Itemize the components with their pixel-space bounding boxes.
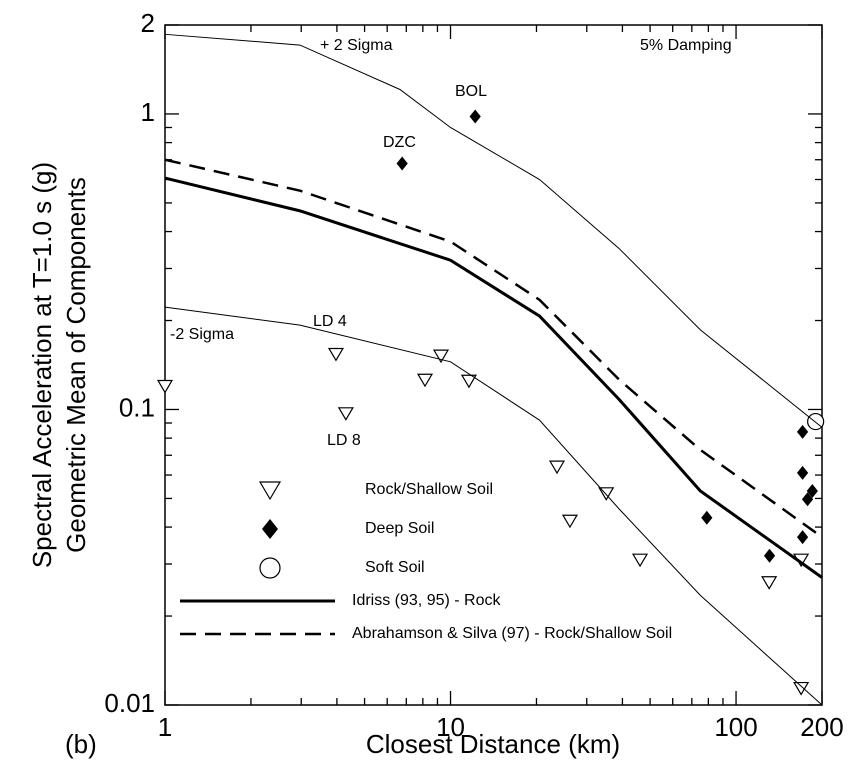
diamond-marker <box>701 510 713 525</box>
diamond-marker <box>396 156 408 171</box>
triangle-marker <box>337 407 354 421</box>
diamond-marker <box>262 519 278 539</box>
legend-label: Abrahamson & Silva (97) - Rock/Shallow S… <box>352 625 672 642</box>
annotation: DZC <box>383 134 416 151</box>
curve <box>164 306 823 706</box>
diamond-marker <box>796 465 809 480</box>
triangle-marker <box>416 373 434 388</box>
y-tick-label: 0.01 <box>104 688 155 718</box>
x-tick-label: 200 <box>800 712 843 742</box>
triangle-marker <box>156 379 174 394</box>
triangle-marker <box>793 681 810 696</box>
curve <box>164 176 823 579</box>
triangle-marker <box>460 374 477 389</box>
y-axis-label: Spectral Acceleration at T=1.0 s (g) <box>27 162 57 568</box>
annotation: 5% Damping <box>640 37 732 54</box>
curve <box>164 158 823 539</box>
diamond-marker <box>469 109 481 124</box>
triangle-marker <box>631 553 649 568</box>
plot-frame <box>164 24 823 706</box>
x-tick-label: 1 <box>158 712 172 742</box>
diamond-marker <box>796 530 809 545</box>
x-axis-label: Closest Distance (km) <box>366 729 620 759</box>
y-tick-label: 1 <box>141 97 155 127</box>
legend-label: Rock/Shallow Soil <box>365 481 493 498</box>
annotation: BOL <box>455 83 487 100</box>
annotation: LD 4 <box>313 313 347 330</box>
curve <box>164 33 823 428</box>
triangle-marker <box>327 347 345 362</box>
y-tick-label: 0.1 <box>119 392 155 422</box>
diamond-marker <box>763 548 776 563</box>
y-tick-label: 2 <box>141 8 155 38</box>
annotation: LD 8 <box>327 432 361 449</box>
triangle-marker <box>258 481 282 501</box>
diamond-marker <box>801 492 814 507</box>
y-axis-label: Geometric Mean of Components <box>61 177 91 553</box>
annotation: (b) <box>65 729 97 759</box>
annotation: -2 Sigma <box>170 326 234 343</box>
x-tick-label: 100 <box>714 712 757 742</box>
annotation: + 2 Sigma <box>320 37 393 54</box>
circle-marker <box>259 557 281 579</box>
triangle-marker <box>761 576 778 590</box>
legend-label: Deep Soil <box>365 520 434 537</box>
legend-label: Soft Soil <box>365 559 425 576</box>
diamond-marker <box>796 424 809 439</box>
x-tick-label: 10 <box>436 712 465 742</box>
triangle-marker <box>548 460 566 475</box>
legend-label: Idriss (93, 95) - Rock <box>352 592 501 609</box>
triangle-marker <box>432 349 450 364</box>
diamond-marker <box>806 483 818 498</box>
triangle-marker <box>561 514 579 529</box>
